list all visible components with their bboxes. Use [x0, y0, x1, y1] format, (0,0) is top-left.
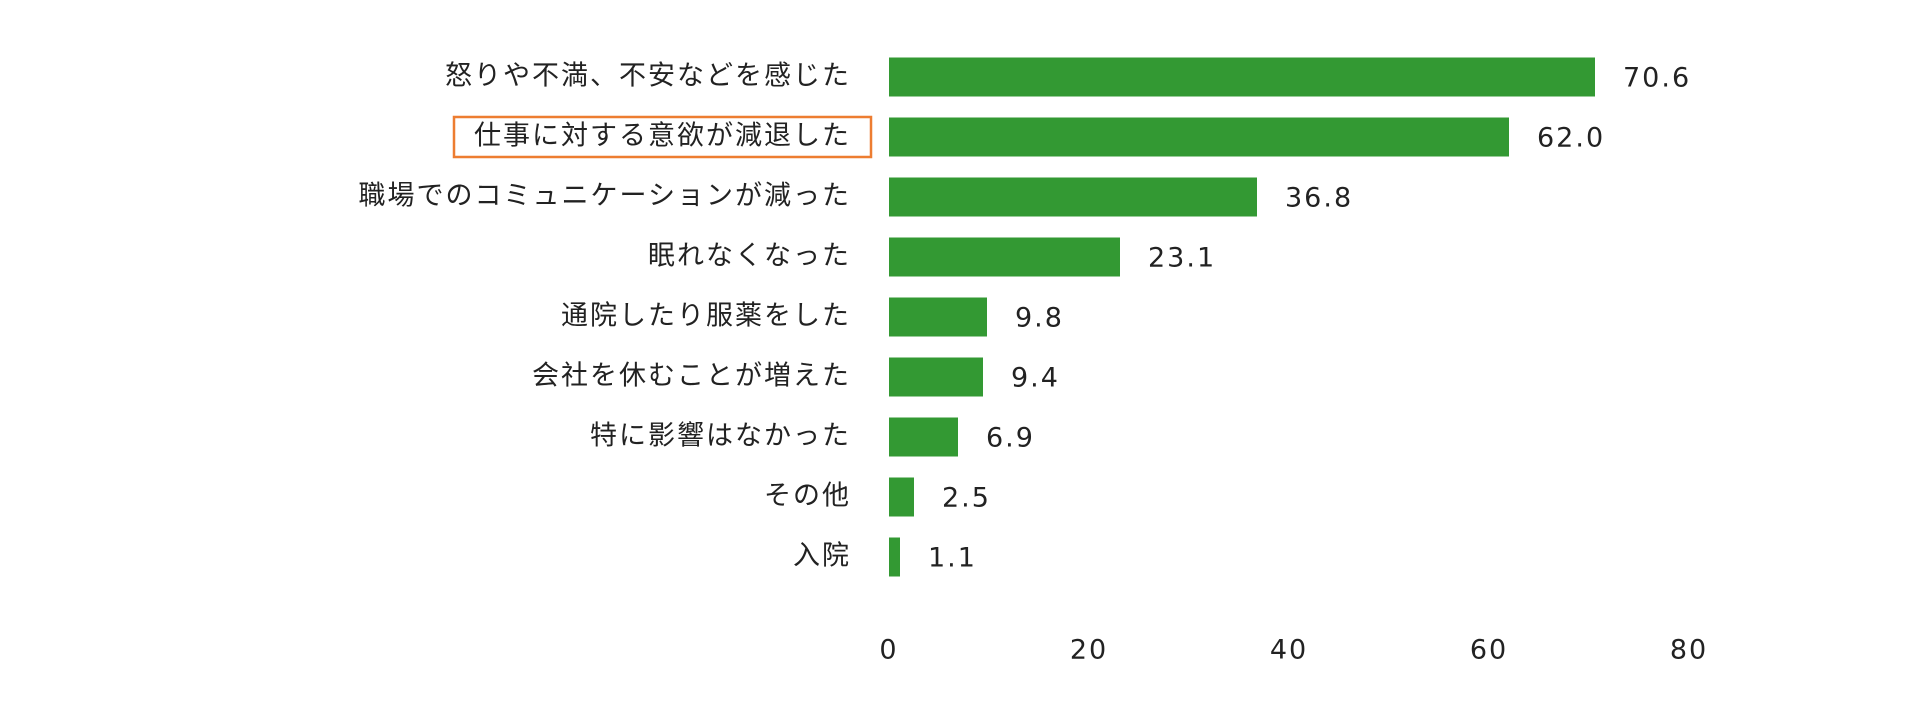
x-tick-label: 60: [1470, 635, 1508, 666]
category-label: 会社を休むことが増えた: [532, 361, 851, 392]
value-label: 9.8: [1015, 303, 1064, 334]
value-label: 2.5: [942, 483, 991, 514]
x-tick-label: 0: [879, 635, 898, 666]
category-label: 怒りや不満、不安などを感じた: [445, 61, 851, 92]
category-label: 特に影響はなかった: [590, 421, 851, 452]
category-label: 通院したり服薬をした: [561, 301, 851, 332]
highlight-box: [452, 115, 873, 159]
bar: [889, 177, 1257, 217]
bar: [889, 237, 1120, 277]
bar: [889, 357, 983, 397]
category-label: 職場でのコミュニケーションが減った: [359, 181, 851, 212]
x-tick-label: 80: [1670, 635, 1708, 666]
bar: [889, 57, 1595, 97]
bar: [889, 537, 900, 577]
bar: [889, 297, 987, 337]
value-label: 9.4: [1011, 363, 1060, 394]
category-label: 眠れなくなった: [648, 241, 851, 272]
category-label: その他: [764, 481, 851, 512]
value-label: 62.0: [1537, 123, 1605, 154]
category-label: 仕事に対する意欲が減退した: [474, 121, 851, 152]
bar: [889, 417, 958, 457]
bar: [889, 477, 914, 517]
value-label: 1.1: [928, 543, 977, 574]
value-label: 70.6: [1623, 63, 1691, 94]
value-label: 23.1: [1148, 243, 1216, 274]
bar: [889, 117, 1509, 157]
x-tick-label: 40: [1270, 635, 1308, 666]
x-tick-label: 20: [1070, 635, 1108, 666]
value-label: 6.9: [986, 423, 1035, 454]
value-label: 36.8: [1285, 183, 1353, 214]
category-label: 入院: [793, 541, 851, 572]
